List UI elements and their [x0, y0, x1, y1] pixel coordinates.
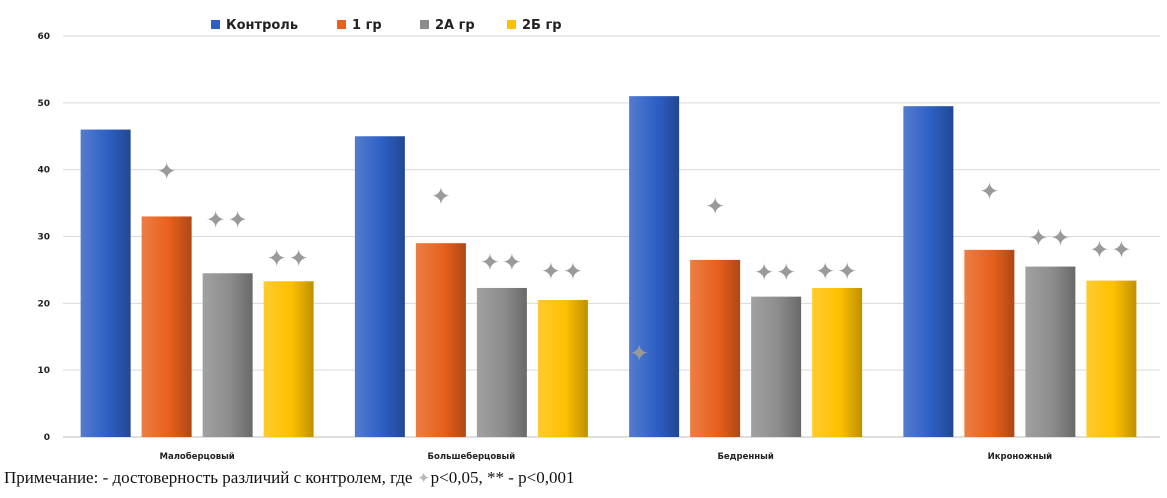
star-icon: ✦	[705, 192, 725, 220]
bar	[263, 281, 314, 437]
y-tick-label: 20	[37, 299, 50, 309]
bar	[690, 259, 741, 437]
footnote: Примечание: - достоверность различий с к…	[4, 468, 575, 488]
star-icon: ✦	[431, 182, 451, 210]
star-icon: ✦	[837, 257, 857, 285]
legend-swatch	[211, 20, 220, 29]
note-suffix: p<0,05, ** - p<0,001	[430, 468, 575, 487]
star-icon: ✦	[289, 245, 309, 273]
bar	[751, 296, 802, 437]
bars	[80, 96, 1137, 438]
bar	[1025, 266, 1076, 437]
bar	[476, 287, 527, 437]
y-tick-label: 30	[37, 233, 50, 243]
star-icon: ✦	[815, 257, 835, 285]
legend-label: 1 гр	[352, 18, 382, 33]
x-axis-categories: Малоберцовый Большеберцовый Бедренный Икрон…	[160, 451, 1053, 462]
x-tick-label: Икроножный	[988, 452, 1053, 462]
y-tick-label: 10	[37, 366, 50, 376]
star-icon: ✦	[206, 206, 226, 234]
star-icon: ✦	[417, 471, 430, 487]
legend: Контроль 1 гр 2А гр 2Б гр	[211, 18, 562, 33]
star-icon: ✦	[480, 249, 500, 277]
bar	[903, 106, 954, 438]
y-tick-label: 60	[37, 32, 50, 42]
bar	[415, 243, 466, 437]
star-icon: ✦	[979, 178, 999, 206]
legend-swatch	[420, 20, 429, 29]
bar	[629, 96, 680, 438]
star-icon: ✦	[502, 249, 522, 277]
star-icon: ✦	[629, 339, 649, 367]
x-tick-label: Бедренный	[717, 452, 773, 462]
note-prefix: Примечание: - достоверность различий с к…	[4, 468, 417, 487]
y-tick-label: 40	[37, 166, 50, 176]
star-icon: ✦	[1089, 236, 1109, 264]
x-tick-label: Малоберцовый	[160, 451, 235, 462]
legend-swatch	[507, 20, 516, 29]
bar	[80, 129, 131, 438]
bar	[1086, 280, 1137, 437]
legend-swatch	[337, 20, 346, 29]
star-icon: ✦	[563, 257, 583, 285]
star-icon: ✦	[1028, 224, 1048, 252]
bar	[354, 136, 405, 437]
bar	[812, 287, 863, 437]
star-icon: ✦	[267, 245, 287, 273]
y-tick-label: 0	[44, 433, 50, 443]
y-tick-label: 50	[37, 99, 50, 109]
significance-markers: ✦✦ ✦✦ ✦✦✦ ✦ ✦ ✦✦✦✦ ✦ ✦ ✦✦✦ ✦ ✦ ✦	[157, 158, 1132, 368]
bar	[202, 273, 253, 437]
star-icon: ✦	[541, 257, 561, 285]
star-icon: ✦	[754, 259, 774, 287]
legend-label: 2А гр	[435, 18, 475, 33]
y-axis-ticks: 0 10 20 30 40 50 60	[37, 32, 50, 443]
legend-label: 2Б гр	[522, 18, 562, 33]
bar	[141, 216, 192, 437]
legend-label: Контроль	[226, 18, 298, 33]
bar	[964, 249, 1015, 437]
star-icon: ✦	[228, 206, 248, 234]
star-icon: ✦	[776, 259, 796, 287]
star-icon: ✦	[1050, 224, 1070, 252]
x-tick-label: Большеберцовый	[428, 451, 516, 462]
star-icon: ✦	[1111, 236, 1131, 264]
star-icon: ✦	[157, 158, 177, 186]
bar	[537, 299, 588, 437]
